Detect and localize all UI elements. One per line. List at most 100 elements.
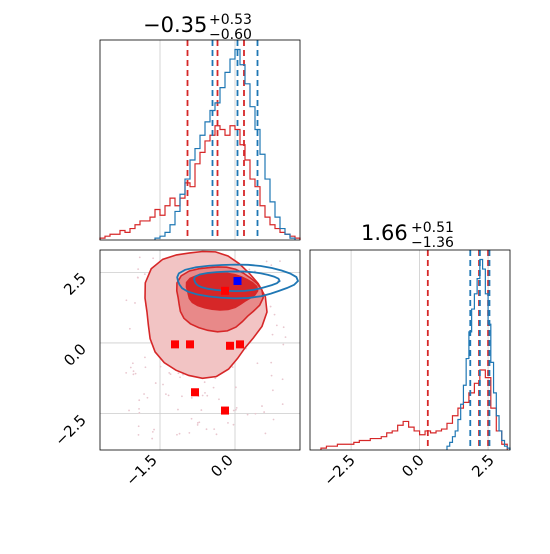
scatter-point [159,365,162,368]
scatter-point [271,389,274,392]
y-tick-label: 2.5 [60,269,90,299]
scatter-point [132,373,135,376]
marker-red [191,388,199,397]
scatter-point [261,405,263,407]
scatter-point [134,302,136,304]
histogram-step [446,258,511,450]
scatter-point [188,431,191,434]
x-tick-label: 0.0 [398,451,428,481]
scatter-point [227,422,229,424]
title-param2-upper: +0.51 [411,220,454,236]
scatter-point [144,366,147,369]
histogram-step [320,369,508,450]
scatter-point [215,433,218,436]
scatter-point [279,260,281,263]
scatter-point [137,425,140,428]
scatter-point [269,305,272,308]
marker-red [171,340,179,349]
scatter-point [270,361,273,364]
scatter-point [132,370,135,373]
scatter-point [248,268,251,271]
scatter-point [177,408,179,411]
x-tick-label: 2.5 [468,451,498,481]
marker-red [226,341,234,350]
scatter-point [153,428,155,431]
scatter-point [131,362,134,365]
scatter-point [232,423,235,426]
scatter-point [246,413,249,416]
scatter-point [198,421,201,424]
histogram-step [154,48,296,240]
scatter-point [151,430,154,433]
marginal-hist-param2 [309,249,511,451]
scatter-point [137,433,140,436]
scatter-point [204,391,206,394]
scatter-point [271,333,274,336]
panel-frame [99,39,301,241]
scatter-point [200,409,203,411]
scatter-point [254,412,257,415]
scatter-point [162,383,164,386]
scatter-point [272,418,275,421]
scatter-point [190,417,193,420]
joint-contour-panel [99,249,301,451]
y-tick-label: −2.5 [51,411,89,449]
marker-red [221,286,229,295]
scatter-point [137,268,140,271]
scatter-point [134,372,137,375]
x-tick-label: −2.5 [320,451,358,489]
marker-red [186,340,194,349]
scatter-point [138,407,140,410]
scatter-point [275,324,278,327]
scatter-point [144,356,146,359]
scatter-point [181,395,183,398]
scatter-point [154,382,157,384]
scatter-point [125,299,128,302]
panel-frame [99,249,301,451]
scatter-point [138,411,141,414]
scatter-point [179,376,181,379]
scatter-point [138,399,141,402]
contour-blue [193,270,281,293]
scatter-point [214,377,217,380]
contour-blue [176,263,300,300]
scatter-point [231,366,234,368]
scatter-point [264,432,267,435]
scatter-point [218,398,220,401]
scatter-point [136,276,139,279]
marker-red [236,340,244,349]
scatter-point [265,260,268,263]
scatter-point [281,403,284,406]
y-tick-label: 0.0 [60,340,90,370]
scatter-point [176,433,178,436]
scatter-point [282,326,285,329]
scatter-point [270,264,273,267]
scatter-point [178,432,181,435]
title-param1-value: −0.35 [143,13,207,37]
scatter-point [152,257,155,260]
scatter-point [138,256,141,259]
marker-blue [233,276,242,285]
marker-red [221,406,229,415]
scatter-point [234,386,237,389]
scatter-point [143,273,146,276]
scatter-point [201,394,204,397]
scatter-point [212,386,215,389]
scatter-point [146,396,149,399]
scatter-point [196,422,199,424]
histogram-step [99,125,301,240]
title-param1-lower: −0.60 [209,27,252,43]
scatter-point [143,393,145,395]
scatter-point [177,372,180,375]
scatter-point [182,373,184,376]
scatter-point [235,406,238,409]
title-param2-value: 1.66 [361,221,408,245]
title-param2-lower: −1.36 [411,235,454,251]
marginal-hist-param1 [99,39,301,241]
scatter-point [256,362,259,365]
scatter-point [281,378,284,381]
x-tick-label: −1.5 [122,451,160,489]
scatter-point [284,336,287,339]
